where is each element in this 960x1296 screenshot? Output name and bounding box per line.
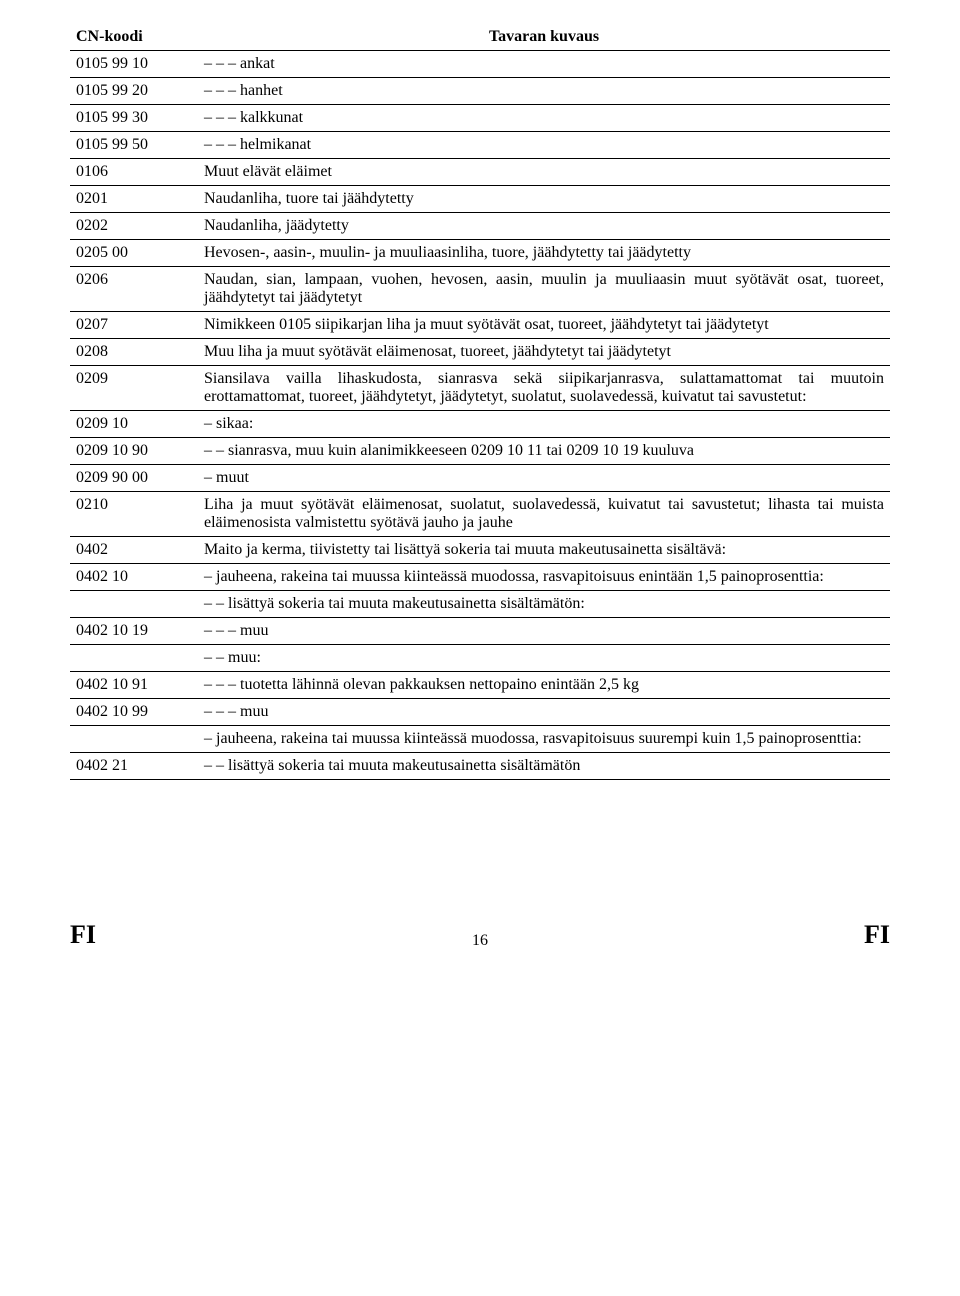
code-cell: 0402 10 99 [70,699,198,726]
code-cell: 0205 00 [70,240,198,267]
code-cell: 0105 99 30 [70,105,198,132]
code-cell: 0402 10 [70,564,198,591]
code-cell: 0210 [70,492,198,537]
table-row: 0206Naudan, sian, lampaan, vuohen, hevos… [70,267,890,312]
table-row: 0402Maito ja kerma, tiivistetty tai lisä… [70,537,890,564]
table-row: 0209 90 00– muut [70,465,890,492]
code-cell: 0402 10 91 [70,672,198,699]
desc-cell: Nimikkeen 0105 siipikarjan liha ja muut … [198,312,890,339]
code-cell: 0207 [70,312,198,339]
code-cell: 0208 [70,339,198,366]
header-desc: Tavaran kuvaus [198,24,890,51]
table-row: 0205 00Hevosen-, aasin-, muulin- ja muul… [70,240,890,267]
table-row: 0105 99 20– – – hanhet [70,78,890,105]
table-row: 0208Muu liha ja muut syötävät eläimenosa… [70,339,890,366]
footer-right: FI [864,920,890,950]
desc-cell: Naudanliha, tuore tai jäähdytetty [198,186,890,213]
header-code: CN-koodi [70,24,198,51]
table-row: 0106Muut elävät eläimet [70,159,890,186]
desc-cell: – – – tuotetta lähinnä olevan pakkauksen… [198,672,890,699]
footer-left: FI [70,920,96,950]
table-row: 0402 10 91– – – tuotetta lähinnä olevan … [70,672,890,699]
desc-cell: – – – hanhet [198,78,890,105]
desc-cell: – – – helmikanat [198,132,890,159]
desc-cell: – – lisättyä sokeria tai muuta makeutusa… [198,591,890,618]
desc-cell: – – – muu [198,618,890,645]
table-row: 0201Naudanliha, tuore tai jäähdytetty [70,186,890,213]
code-cell: 0402 21 [70,753,198,780]
desc-cell: Muu liha ja muut syötävät eläimenosat, t… [198,339,890,366]
code-cell: 0201 [70,186,198,213]
code-cell: 0105 99 10 [70,51,198,78]
desc-cell: – jauheena, rakeina tai muussa kiinteäss… [198,564,890,591]
code-cell: 0209 10 90 [70,438,198,465]
desc-cell: – – muu: [198,645,890,672]
table-row: 0402 10 99– – – muu [70,699,890,726]
goods-table: CN-koodi Tavaran kuvaus 0105 99 10– – – … [70,24,890,780]
page-footer: FI 16 FI [70,920,890,950]
table-row: – – muu: [70,645,890,672]
code-cell: 0105 99 20 [70,78,198,105]
desc-cell: – sikaa: [198,411,890,438]
code-cell: 0209 [70,366,198,411]
table-row: 0209 10 90– – sianrasva, muu kuin alanim… [70,438,890,465]
code-cell: 0202 [70,213,198,240]
desc-cell: Naudan, sian, lampaan, vuohen, hevosen, … [198,267,890,312]
table-row: 0210Liha ja muut syötävät eläimenosat, s… [70,492,890,537]
table-row: 0105 99 50– – – helmikanat [70,132,890,159]
table-row: 0402 10 19– – – muu [70,618,890,645]
code-cell: 0402 [70,537,198,564]
desc-cell: – jauheena, rakeina tai muussa kiinteäss… [198,726,890,753]
code-cell [70,726,198,753]
table-row: – jauheena, rakeina tai muussa kiinteäss… [70,726,890,753]
table-row: 0207Nimikkeen 0105 siipikarjan liha ja m… [70,312,890,339]
table-row: 0105 99 30– – – kalkkunat [70,105,890,132]
table-row: 0105 99 10– – – ankat [70,51,890,78]
desc-cell: – – sianrasva, muu kuin alanimikkeeseen … [198,438,890,465]
code-cell [70,591,198,618]
desc-cell: Maito ja kerma, tiivistetty tai lisättyä… [198,537,890,564]
code-cell: 0209 90 00 [70,465,198,492]
desc-cell: Liha ja muut syötävät eläimenosat, suola… [198,492,890,537]
table-row: – – lisättyä sokeria tai muuta makeutusa… [70,591,890,618]
desc-cell: – muut [198,465,890,492]
desc-cell: Hevosen-, aasin-, muulin- ja muuliaasinl… [198,240,890,267]
desc-cell: – – – kalkkunat [198,105,890,132]
code-cell: 0206 [70,267,198,312]
table-body: 0105 99 10– – – ankat0105 99 20– – – han… [70,51,890,780]
desc-cell: – – – ankat [198,51,890,78]
code-cell: 0105 99 50 [70,132,198,159]
desc-cell: Naudanliha, jäädytetty [198,213,890,240]
table-row: 0209Siansilava vailla lihaskudosta, sian… [70,366,890,411]
desc-cell: – – – muu [198,699,890,726]
desc-cell: Muut elävät eläimet [198,159,890,186]
desc-cell: Siansilava vailla lihaskudosta, sianrasv… [198,366,890,411]
code-cell [70,645,198,672]
desc-cell: – – lisättyä sokeria tai muuta makeutusa… [198,753,890,780]
table-row: 0209 10– sikaa: [70,411,890,438]
table-header-row: CN-koodi Tavaran kuvaus [70,24,890,51]
table-row: 0402 10– jauheena, rakeina tai muussa ki… [70,564,890,591]
table-row: 0202Naudanliha, jäädytetty [70,213,890,240]
footer-page: 16 [472,932,488,950]
table-row: 0402 21– – lisättyä sokeria tai muuta ma… [70,753,890,780]
code-cell: 0209 10 [70,411,198,438]
code-cell: 0106 [70,159,198,186]
code-cell: 0402 10 19 [70,618,198,645]
